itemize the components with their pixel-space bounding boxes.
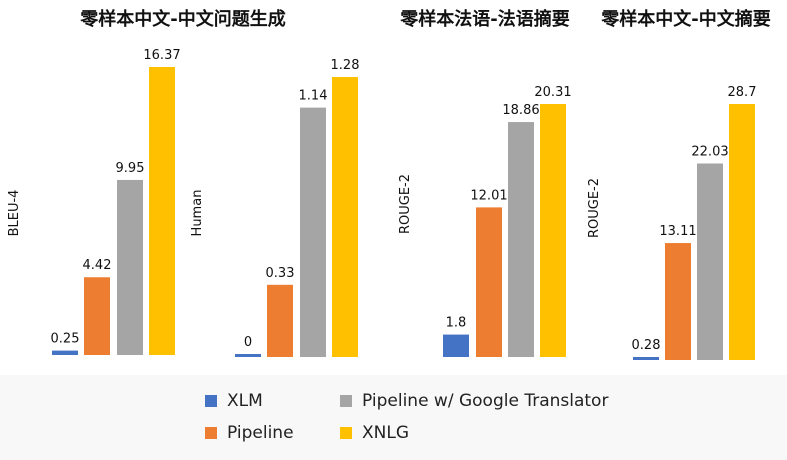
bar-xnlg bbox=[149, 67, 175, 355]
bar-xlm bbox=[52, 350, 78, 355]
data-label-pipeline-w-google-translator: 1.14 bbox=[299, 89, 328, 104]
bar-pipeline bbox=[84, 277, 110, 355]
legend-swatch-pipeline-google bbox=[340, 395, 352, 407]
data-label-xlm: 0.28 bbox=[632, 338, 661, 353]
bar-xlm bbox=[235, 354, 261, 357]
bar-xlm bbox=[443, 334, 469, 357]
data-label-xlm: 0.25 bbox=[51, 332, 80, 347]
legend-item-xnlg: XNLG bbox=[340, 422, 409, 444]
data-label-xlm: 0 bbox=[244, 335, 252, 350]
bar-xnlg bbox=[729, 104, 755, 360]
data-label-pipeline-w-google-translator: 9.95 bbox=[116, 161, 145, 176]
data-label-pipeline: 13.11 bbox=[659, 224, 696, 239]
data-label-xnlg: 28.7 bbox=[728, 85, 757, 100]
bar-xlm bbox=[633, 357, 659, 360]
chart-title: 零样本中文-中文摘要 bbox=[600, 8, 770, 30]
legend-label-xlm: XLM bbox=[227, 391, 263, 411]
data-label-xnlg: 16.37 bbox=[143, 48, 180, 63]
bar-pipeline-w-google-translator bbox=[300, 107, 326, 357]
legend-label-pipeline: Pipeline bbox=[227, 423, 294, 443]
data-label-pipeline-w-google-translator: 18.86 bbox=[502, 103, 539, 118]
data-label-xlm: 1.8 bbox=[446, 316, 467, 331]
y-axis-label: ROUGE-2 bbox=[398, 174, 413, 234]
legend-item-pipeline-google: Pipeline w/ Google Translator bbox=[340, 390, 608, 412]
chart-1: 零样本中文-中文问题生成 BLEU-4 0.25 4.42 9.95 16.37 bbox=[7, 8, 286, 355]
legend-item-xlm: XLM bbox=[205, 390, 263, 412]
chart-title: 零样本法语-法语摘要 bbox=[399, 8, 569, 30]
data-label-pipeline: 4.42 bbox=[83, 258, 112, 273]
legend-label-pipeline-google: Pipeline w/ Google Translator bbox=[362, 391, 609, 411]
bar-pipeline bbox=[665, 243, 691, 360]
y-axis-label: ROUGE-2 bbox=[587, 178, 602, 238]
chart-3: 零样本法语-法语摘要 ROUGE-2 1.8 12.01 18.86 20.31 bbox=[398, 8, 572, 357]
chart-4: 零样本中文-中文摘要 ROUGE-2 0.28 13.11 22.03 28.7 bbox=[587, 8, 771, 360]
legend-swatch-xnlg bbox=[340, 427, 352, 439]
bar-pipeline bbox=[267, 284, 293, 357]
chart-2: Human 0 0.33 1.14 1.28 bbox=[190, 58, 359, 357]
data-label-pipeline: 0.33 bbox=[266, 266, 295, 281]
bar-pipeline-w-google-translator bbox=[117, 179, 143, 355]
chart-title: 零样本中文-中文问题生成 bbox=[79, 8, 285, 30]
data-label-pipeline: 12.01 bbox=[470, 188, 507, 203]
bar-xnlg bbox=[332, 77, 358, 357]
legend-swatch-xlm bbox=[205, 395, 217, 407]
bar-pipeline bbox=[476, 207, 502, 357]
legend-item-pipeline: Pipeline bbox=[205, 422, 294, 444]
data-label-pipeline-w-google-translator: 22.03 bbox=[691, 144, 728, 159]
bar-pipeline-w-google-translator bbox=[697, 163, 723, 360]
y-axis-label: Human bbox=[190, 190, 205, 237]
bar-xnlg bbox=[540, 104, 566, 357]
legend-label-xnlg: XNLG bbox=[362, 423, 410, 443]
data-label-xnlg: 1.28 bbox=[331, 58, 360, 73]
legend-swatch-pipeline bbox=[205, 427, 217, 439]
y-axis-label: BLEU-4 bbox=[7, 190, 22, 237]
data-label-xnlg: 20.31 bbox=[534, 85, 571, 100]
bar-pipeline-w-google-translator bbox=[508, 122, 534, 357]
legend-background bbox=[0, 375, 787, 460]
